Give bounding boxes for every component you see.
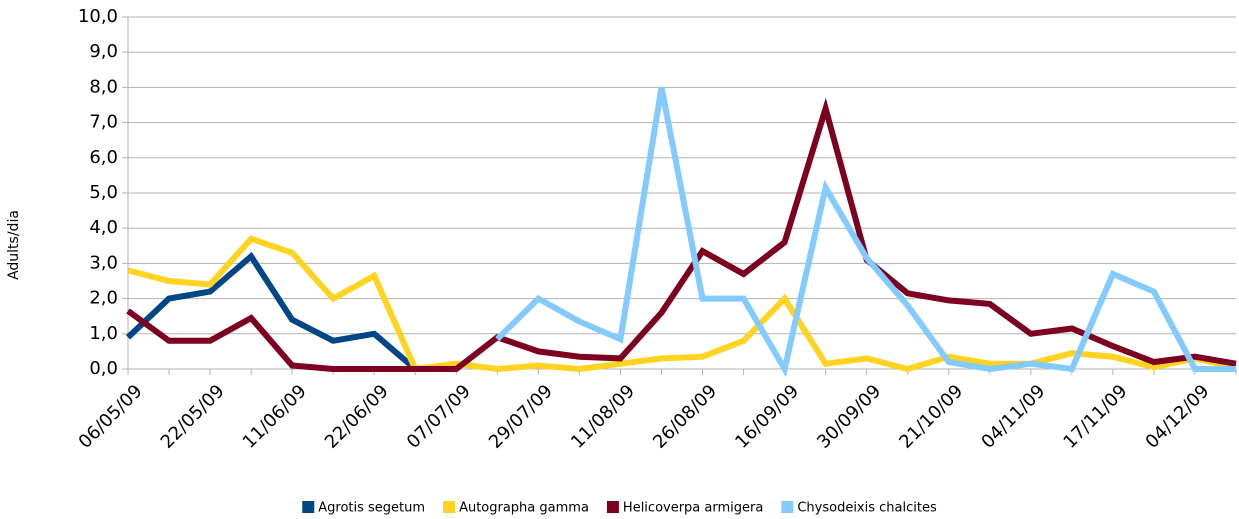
x-tick-label: 07/07/09 [403,381,475,453]
y-tick-label: 10,0 [78,6,118,27]
x-tick-label: 11/06/09 [239,381,311,453]
x-tick-label: 26/08/09 [649,381,721,453]
x-tick-label: 16/09/09 [731,381,803,453]
series-line [126,97,1237,372]
legend-swatch [606,501,619,513]
y-tick-label: 9,0 [89,41,118,62]
y-tick-label: 8,0 [89,76,118,97]
y-tick-label: 5,0 [89,182,118,203]
x-tick-label: 04/12/09 [1142,381,1214,453]
y-tick-label: 7,0 [89,112,118,133]
y-axis-label: Adults/dia [6,210,22,280]
legend-swatch [302,501,315,513]
y-tick-label: 4,0 [89,217,118,238]
x-tick-label: 21/10/09 [895,381,967,453]
y-tick-label: 2,0 [89,288,118,309]
x-tick-label: 22/06/09 [321,381,393,453]
series-line [125,251,418,372]
legend-label: Autographa gamma [459,501,589,516]
y-tick-label: 1,0 [89,323,118,344]
legend-swatch [781,501,794,513]
x-tick-label: 17/11/09 [1059,381,1131,453]
series-line [127,235,1237,373]
x-tick-label: 29/07/09 [485,381,557,453]
y-tick-label: 0,0 [89,358,118,379]
y-tick-label: 6,0 [89,147,118,168]
x-tick-label: 06/05/09 [75,381,147,453]
x-tick-label: 11/08/09 [567,381,639,453]
x-tick-label: 22/05/09 [157,381,229,453]
legend-label: Helicoverpa armigera [623,501,763,516]
legend-label: Agrotis segetum [318,501,425,516]
x-tick-label: 04/11/09 [977,381,1049,453]
series-line [495,86,1236,378]
legend-label: Chysodeixis chalcites [797,501,937,516]
legend-swatch [443,501,456,513]
x-tick-label: 30/09/09 [813,381,885,453]
y-tick-label: 3,0 [89,252,118,273]
